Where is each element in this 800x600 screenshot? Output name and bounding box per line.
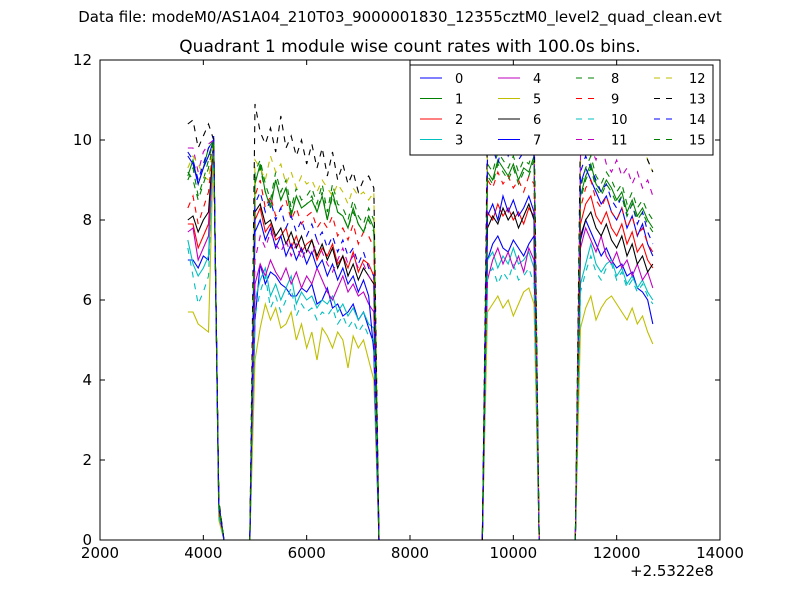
series-line-9 bbox=[187, 139, 654, 540]
legend-box bbox=[409, 64, 714, 156]
legend-label-0: 0 bbox=[455, 72, 463, 87]
x-offset-label: +2.5322e8 bbox=[630, 562, 714, 580]
x-tick-label: 8000 bbox=[391, 544, 429, 562]
chart-title: Quadrant 1 module wise count rates with … bbox=[179, 37, 641, 57]
legend-label-3: 3 bbox=[455, 134, 463, 149]
legend-label-5: 5 bbox=[533, 93, 541, 108]
legend-label-10: 10 bbox=[611, 113, 628, 128]
y-tick-label: 0 bbox=[82, 531, 92, 549]
legend-label-7: 7 bbox=[533, 134, 541, 149]
legend-label-1: 1 bbox=[455, 93, 463, 108]
legend-label-13: 13 bbox=[689, 93, 706, 108]
y-tick-label: 8 bbox=[82, 211, 92, 229]
series-line-13 bbox=[187, 94, 654, 540]
series-line-0 bbox=[187, 135, 654, 540]
series-line-15 bbox=[187, 139, 654, 540]
legend-label-6: 6 bbox=[533, 113, 541, 128]
y-tick-label: 4 bbox=[82, 371, 92, 389]
series-line-7 bbox=[187, 139, 654, 540]
legend-label-11: 11 bbox=[611, 134, 628, 149]
series-group bbox=[187, 94, 654, 540]
x-tick-label: 2000 bbox=[81, 544, 119, 562]
legend-label-8: 8 bbox=[611, 72, 619, 87]
series-line-10 bbox=[187, 139, 654, 540]
data-file-caption: Data file: modeM0/AS1A04_210T03_90000018… bbox=[78, 8, 722, 26]
y-tick-label: 6 bbox=[82, 291, 92, 309]
legend-label-9: 9 bbox=[611, 93, 619, 108]
y-tick-label: 12 bbox=[73, 51, 92, 69]
legend-label-2: 2 bbox=[455, 113, 463, 128]
y-tick-label: 2 bbox=[82, 451, 92, 469]
series-line-4 bbox=[187, 139, 654, 540]
series-line-14 bbox=[187, 137, 654, 540]
series-line-2 bbox=[187, 139, 654, 540]
series-line-5 bbox=[187, 139, 654, 540]
legend-label-15: 15 bbox=[689, 134, 706, 149]
series-line-6 bbox=[187, 139, 654, 540]
x-tick-label: 12000 bbox=[593, 544, 641, 562]
x-tick-label: 6000 bbox=[288, 544, 326, 562]
legend-label-12: 12 bbox=[689, 72, 706, 87]
series-line-3 bbox=[187, 139, 654, 540]
x-tick-label: 4000 bbox=[184, 544, 222, 562]
legend-label-4: 4 bbox=[533, 72, 541, 87]
x-tick-label: 10000 bbox=[489, 544, 537, 562]
series-line-11 bbox=[187, 130, 654, 540]
y-tick-label: 10 bbox=[73, 131, 92, 149]
legend-label-14: 14 bbox=[689, 113, 706, 128]
x-tick-label: 14000 bbox=[696, 544, 744, 562]
